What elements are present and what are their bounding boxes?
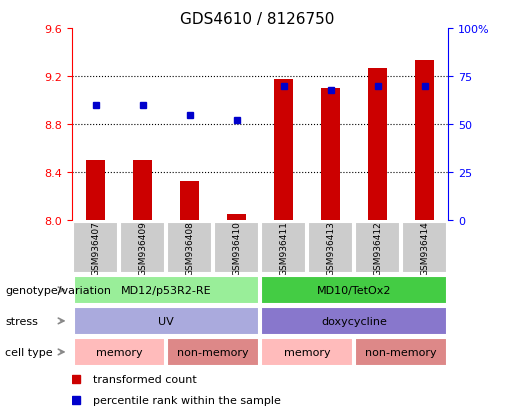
Bar	[86, 161, 105, 221]
Bar	[214, 222, 259, 273]
Bar	[368, 69, 387, 221]
Bar	[74, 338, 165, 366]
Bar	[133, 161, 152, 221]
Bar	[74, 276, 259, 304]
Text: GSM936414: GSM936414	[420, 221, 429, 275]
Text: GSM936407: GSM936407	[91, 221, 100, 275]
Bar	[415, 61, 434, 221]
Bar	[74, 307, 259, 335]
Text: MD10/TetOx2: MD10/TetOx2	[317, 285, 391, 295]
Bar	[73, 222, 118, 273]
Bar	[355, 222, 400, 273]
Bar	[274, 79, 293, 221]
Text: GSM936411: GSM936411	[279, 221, 288, 275]
Text: cell type: cell type	[5, 347, 53, 357]
Text: memory: memory	[96, 347, 143, 357]
Text: UV: UV	[158, 316, 174, 326]
Text: GSM936412: GSM936412	[373, 221, 382, 275]
Text: genotype/variation: genotype/variation	[5, 285, 111, 295]
Text: non-memory: non-memory	[365, 347, 437, 357]
Text: GSM936410: GSM936410	[232, 221, 241, 275]
Bar	[321, 89, 340, 221]
Text: MD12/p53R2-RE: MD12/p53R2-RE	[121, 285, 211, 295]
Bar	[262, 338, 353, 366]
Text: GSM936408: GSM936408	[185, 221, 194, 275]
Text: memory: memory	[284, 347, 331, 357]
Bar	[262, 307, 447, 335]
Bar	[355, 338, 447, 366]
Text: GSM936409: GSM936409	[138, 221, 147, 275]
Bar	[402, 222, 447, 273]
Text: doxycycline: doxycycline	[321, 316, 387, 326]
Bar	[262, 276, 447, 304]
Bar	[120, 222, 165, 273]
Text: GDS4610 / 8126750: GDS4610 / 8126750	[180, 12, 335, 27]
Text: non-memory: non-memory	[177, 347, 249, 357]
Bar	[227, 215, 246, 221]
Bar	[167, 222, 212, 273]
Text: GSM936413: GSM936413	[326, 221, 335, 275]
Bar	[167, 338, 259, 366]
Text: transformed count: transformed count	[93, 374, 197, 384]
Text: percentile rank within the sample: percentile rank within the sample	[93, 395, 281, 405]
Text: stress: stress	[5, 316, 38, 326]
Bar	[180, 181, 199, 221]
Bar	[261, 222, 306, 273]
Bar	[308, 222, 353, 273]
